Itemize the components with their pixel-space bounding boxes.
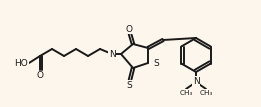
Text: CH₃: CH₃ <box>199 90 213 96</box>
Text: CH₃: CH₃ <box>179 90 193 96</box>
Text: O: O <box>126 25 133 33</box>
Text: N: N <box>109 50 115 59</box>
Text: HO: HO <box>14 59 28 68</box>
Text: S: S <box>153 59 159 68</box>
Text: S: S <box>126 80 132 89</box>
Text: O: O <box>37 71 44 80</box>
Text: N: N <box>193 77 199 85</box>
